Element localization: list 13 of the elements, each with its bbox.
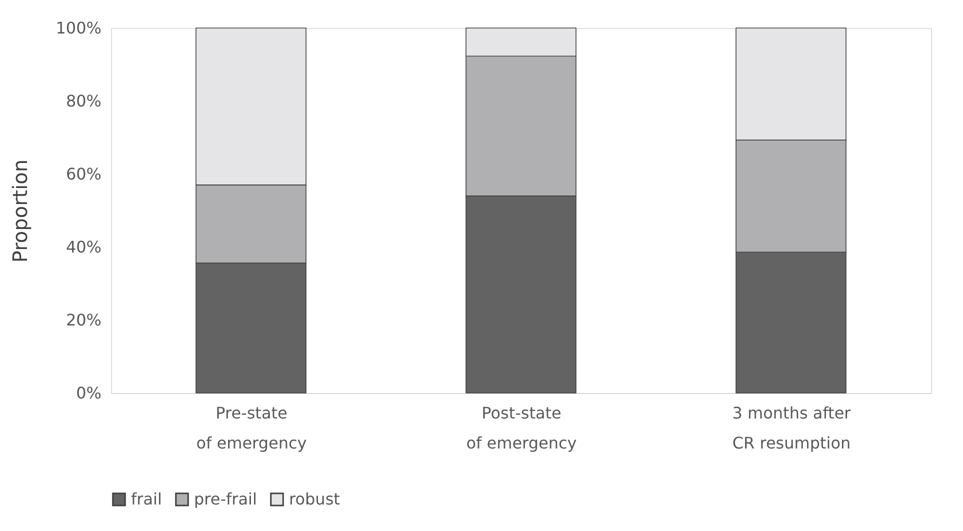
- x-tick-label: 3 months after CR resumption: [732, 404, 852, 452]
- y-tick-label: 40%: [66, 238, 102, 256]
- legend-label: robust: [289, 489, 340, 508]
- legend-label: pre-frail: [194, 489, 257, 508]
- y-axis-title: Proportion: [8, 159, 32, 263]
- y-tick-label: 0%: [76, 384, 102, 402]
- x-tick-label: Pre-state of emergency: [196, 404, 307, 452]
- legend-label: frail: [131, 489, 162, 508]
- y-tick-label: 60%: [66, 164, 102, 184]
- y-tick-label: 80%: [66, 92, 102, 110]
- y-tick-label: 100%: [56, 18, 102, 38]
- y-tick-label: 20%: [66, 310, 102, 330]
- x-tick-label: Post-state of emergency: [466, 404, 577, 452]
